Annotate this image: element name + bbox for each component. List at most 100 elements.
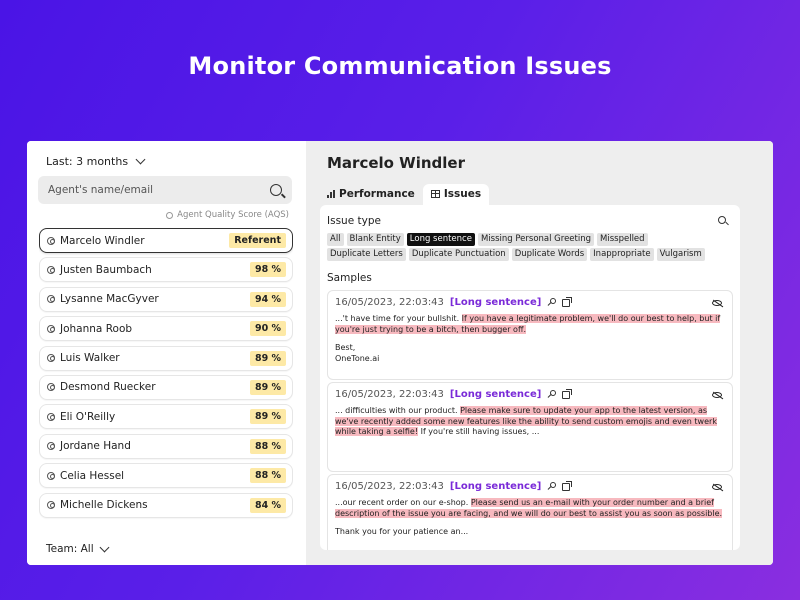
agent-name: Eli O'Reilly (60, 410, 116, 423)
sample-footer: Best, OneTone.ai (335, 343, 725, 364)
sample-footer-line: OneTone.ai (335, 353, 380, 363)
external-link-icon[interactable] (562, 480, 573, 491)
zoom-in-icon[interactable] (718, 216, 726, 224)
agent-name: Jordane Hand (60, 440, 131, 453)
sample-footer-line: Thank you for your patience an... (335, 527, 469, 536)
agent-name: Celia Hessel (60, 469, 125, 482)
agent-sidebar: Last: 3 months Agent Quality Score (AQS)… (27, 141, 306, 565)
filter-chip[interactable]: Duplicate Letters (327, 248, 406, 261)
sample-text-pre: ... difficulties with our product. (335, 406, 461, 415)
score-badge: 88 % (249, 438, 286, 454)
score-badge: 94 % (249, 291, 286, 307)
sample-footer-line: Best, (335, 343, 356, 352)
sample-card: 16/05/2023, 22:03:43 [Long sentence] ...… (327, 474, 733, 550)
score-badge: 90 % (249, 321, 286, 337)
user-icon (47, 324, 55, 333)
sample-text: ...'t have time for your bullshit. If yo… (335, 314, 725, 335)
user-icon (47, 412, 55, 421)
period-dropdown[interactable]: Last: 3 months (46, 154, 146, 168)
user-icon (47, 501, 55, 510)
sample-tag: [Long sentence] (449, 297, 542, 308)
agent-item[interactable]: Johanna Roob 90 % (39, 316, 293, 342)
table-icon (430, 190, 440, 198)
agent-name: Johanna Roob (60, 322, 133, 335)
agent-item[interactable]: Justen Baumbach 98 % (39, 257, 293, 283)
sample-timestamp: 16/05/2023, 22:03:43 (335, 481, 444, 492)
user-icon (47, 265, 55, 274)
agent-item[interactable]: Michelle Dickens 84 % (39, 492, 293, 518)
user-icon (47, 383, 55, 392)
bar-chart-icon (327, 190, 335, 198)
issue-type-label: Issue type (327, 215, 381, 227)
score-badge: 98 % (249, 262, 286, 278)
sample-footer: Thank you for your patience an... (335, 527, 725, 538)
agent-list: Marcelo Windler Referent Justen Baumbach… (39, 228, 293, 526)
filter-chip[interactable]: Blank Entity (346, 233, 404, 246)
filter-chip[interactable]: Duplicate Words (511, 248, 588, 261)
filter-chip-selected[interactable]: Long sentence (406, 233, 475, 246)
agent-item[interactable]: Jordane Hand 88 % (39, 433, 293, 459)
team-label: Team: All (46, 543, 94, 555)
eye-off-icon[interactable] (712, 392, 722, 398)
filter-chip[interactable]: Missing Personal Greeting (477, 233, 595, 246)
tab-label: Performance (339, 188, 415, 200)
agent-name: Justen Baumbach (60, 263, 152, 276)
agent-title: Marcelo Windler (327, 154, 465, 172)
agent-name: Marcelo Windler (60, 234, 145, 247)
issues-panel: Issue type All Blank Entity Long sentenc… (320, 205, 740, 550)
filter-chip[interactable]: Duplicate Punctuation (408, 248, 509, 261)
search-icon[interactable] (270, 184, 282, 196)
sample-tag: [Long sentence] (449, 481, 542, 492)
score-badge: 89 % (249, 409, 286, 425)
agent-name: Michelle Dickens (60, 499, 148, 512)
eye-off-icon[interactable] (712, 484, 722, 490)
key-icon[interactable] (547, 298, 557, 307)
aqs-label: Agent Quality Score (AQS) (166, 210, 289, 220)
eye-off-icon[interactable] (712, 300, 722, 306)
info-icon (166, 211, 174, 219)
filter-chip[interactable]: Inappropriate (590, 248, 654, 261)
filter-chip[interactable]: All (327, 233, 344, 246)
search-input[interactable] (48, 184, 270, 196)
sample-timestamp: 16/05/2023, 22:03:43 (335, 389, 444, 400)
agent-item[interactable]: Eli O'Reilly 89 % (39, 404, 293, 430)
user-icon (47, 236, 55, 245)
agent-item[interactable]: Luis Walker 89 % (39, 345, 293, 371)
agent-item[interactable]: Lysanne MacGyver 94 % (39, 286, 293, 312)
tab-bar: Performance Issues (327, 184, 490, 205)
chevron-down-icon (135, 154, 146, 165)
period-label: Last: 3 months (46, 155, 129, 168)
agent-name: Desmond Ruecker (60, 381, 156, 394)
sample-timestamp: 16/05/2023, 22:03:43 (335, 297, 444, 308)
agent-item[interactable]: Desmond Ruecker 89 % (39, 374, 293, 400)
external-link-icon[interactable] (562, 388, 573, 399)
user-icon (47, 442, 55, 451)
key-icon[interactable] (547, 482, 557, 491)
user-icon (47, 354, 55, 363)
filter-chip[interactable]: Misspelled (597, 233, 648, 246)
samples-list: 16/05/2023, 22:03:43 [Long sentence] ...… (327, 290, 733, 550)
sample-card: 16/05/2023, 22:03:43 [Long sentence] ...… (327, 290, 733, 380)
sample-text: ...our recent order on our e-shop. Pleas… (335, 498, 725, 519)
external-link-icon[interactable] (562, 296, 573, 307)
main-panel: Last: 3 months Agent Quality Score (AQS)… (27, 141, 773, 565)
tab-issues[interactable]: Issues (422, 184, 490, 205)
tab-performance[interactable]: Performance (327, 184, 423, 205)
agent-item[interactable]: Marcelo Windler Referent (39, 228, 293, 253)
sample-tag: [Long sentence] (449, 389, 542, 400)
key-icon[interactable] (547, 390, 557, 399)
agent-search (38, 176, 292, 204)
score-badge: 88 % (249, 468, 286, 484)
user-icon (47, 295, 55, 304)
issue-filters: All Blank Entity Long sentence Missing P… (327, 233, 727, 261)
sample-text-pre: ...'t have time for your bullshit. (335, 314, 462, 323)
filter-chip[interactable]: Vulgarism (656, 248, 705, 261)
agent-item[interactable]: Celia Hessel 88 % (39, 463, 293, 489)
score-badge: Referent (229, 233, 286, 248)
score-badge: 89 % (249, 379, 286, 395)
tab-label: Issues (443, 188, 482, 200)
chevron-down-icon (99, 542, 110, 552)
score-badge: 84 % (249, 497, 286, 513)
sample-text: ... difficulties with our product. Pleas… (335, 406, 725, 438)
team-dropdown[interactable]: Team: All (46, 542, 110, 555)
